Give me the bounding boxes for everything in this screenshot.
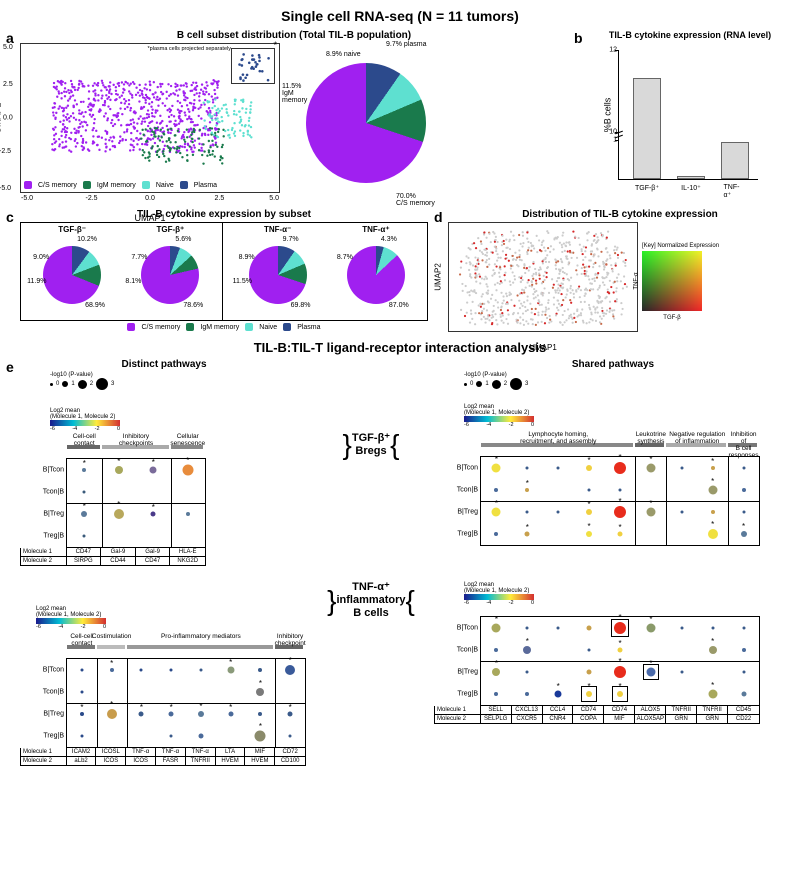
main-title: Single cell RNA-seq (N = 11 tumors) <box>8 8 792 24</box>
panel-d-title: Distribution of TIL-B cytokine expressio… <box>448 209 792 220</box>
key-x: TGF-β <box>663 315 680 321</box>
pie-chart-a <box>306 63 426 183</box>
umap-d-ylabel: UMAP2 <box>433 263 442 291</box>
inset-note: *plasma cells projected separately <box>148 46 231 52</box>
umap-ylabel: UMAP2 <box>0 102 3 133</box>
coexpression-key: TNF-α TGF-β <box>642 251 702 311</box>
bar-chart-b: TGF-β⁺IL-10⁺TNF-α⁺11012 <box>618 50 758 180</box>
distinct-title: Distinct pathways <box>20 359 308 370</box>
mid-label-tnf: TNF-α⁺ inflammatory B cells <box>336 581 405 621</box>
mid-label-breg: TGF-β⁺ Bregs <box>352 432 390 458</box>
dotplot-shared-breg: Lymphocyte homing, recruitment, and asse… <box>480 456 760 546</box>
shared-title: Shared pathways <box>434 359 792 370</box>
umap-d-xlabel: UMAP1 <box>529 343 557 352</box>
lr-title: TIL-B:TIL-T ligand-receptor interaction … <box>8 340 792 355</box>
dotplot-distinct-breg: Cell-cell contactInhibitory checkpointsC… <box>66 458 206 548</box>
panel-letter-b: b <box>574 30 583 46</box>
coexp-key-title: [Key] Normalized Expression <box>642 243 719 249</box>
panel-c-title: TIL-B cytokine expression by subset <box>20 209 428 220</box>
color-legend-title-3: Log2 mean (Molecule 1, Molecule 2) <box>464 404 792 416</box>
panel-b-title: TIL-B cytokine expression (RNA level) <box>588 30 792 40</box>
color-legend-title-4: Log2 mean (Molecule 1, Molecule 2) <box>464 582 792 594</box>
panel-letter-e: e <box>6 359 14 375</box>
umap-plot-d <box>448 222 638 332</box>
bar-ylabel: %B cells <box>602 98 612 133</box>
color-legend-title: Log2 mean (Molecule 1, Molecule 2) <box>50 408 308 420</box>
dotplot-shared-tnf: B|TconTcon|BB|TregTreg|B************* <box>480 616 760 706</box>
panel-letter-d: d <box>434 209 443 225</box>
key-y: TNF-α <box>634 272 640 289</box>
panel-a-title: B cell subset distribution (Total TIL-B … <box>20 30 568 41</box>
dotplot-distinct-tnf: Cell-cell contactCostimulationPro-inflam… <box>66 658 306 748</box>
panel-letter-c: c <box>6 209 14 225</box>
color-legend-title-2: Log2 mean (Molecule 1, Molecule 2) <box>36 606 308 618</box>
umap-plot-a: *plasma cells projected separately * -5.… <box>20 43 280 193</box>
